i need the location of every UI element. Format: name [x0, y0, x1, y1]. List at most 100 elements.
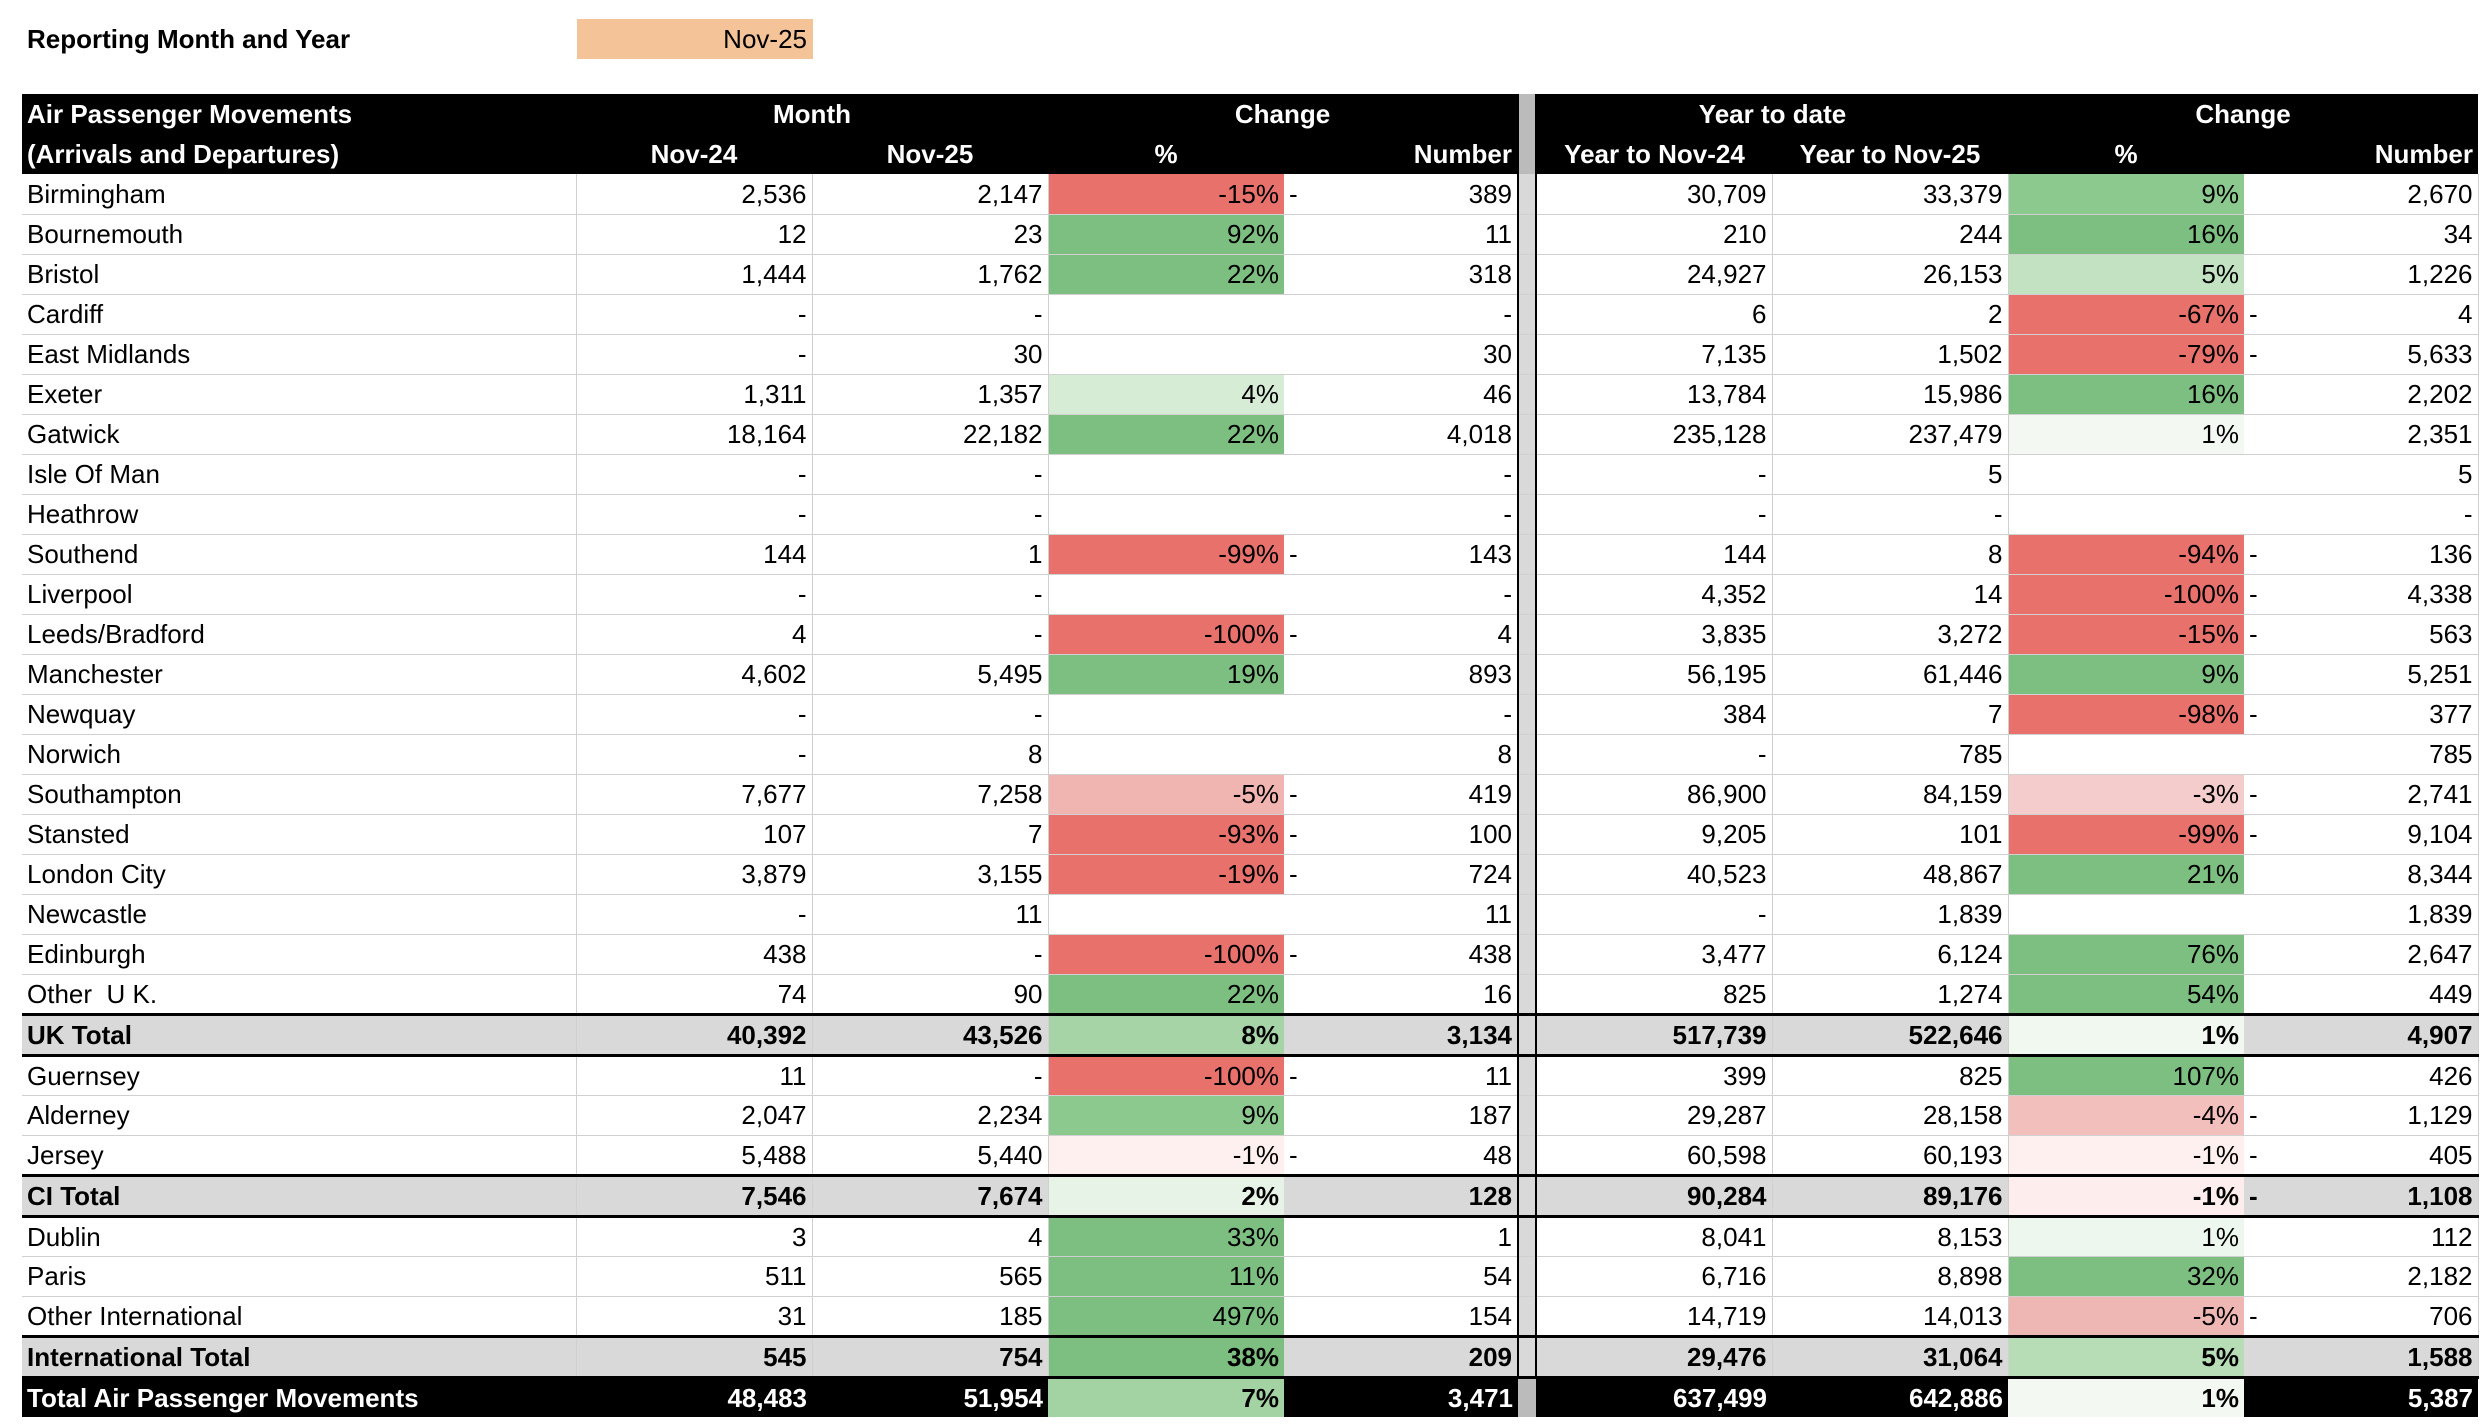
- negative-value: - 405: [2249, 1136, 2473, 1174]
- cell: -: [812, 454, 1049, 495]
- gap: [1517, 254, 1537, 295]
- column-header: Number: [2244, 134, 2478, 174]
- sign: -: [2249, 299, 2258, 329]
- amount: 4: [1497, 619, 1512, 649]
- cell: -98%: [2008, 694, 2244, 735]
- cell: 2,147: [812, 174, 1049, 215]
- data-row: Southend 144 1 -99% -143 144 8 -94% -136: [22, 534, 2479, 575]
- cell: 1: [1284, 1216, 1519, 1257]
- cell: - 1,129: [2244, 1095, 2479, 1136]
- cell: 11: [576, 1055, 813, 1096]
- cell: 29,287: [1536, 1095, 1773, 1136]
- cell: 7,677: [576, 774, 813, 815]
- cell: 522,646: [1772, 1012, 2009, 1057]
- cell: 497%: [1048, 1296, 1284, 1337]
- sign: -: [2249, 1139, 2258, 1170]
- data-row: Other International 31 185 497% 154 14,719 14,…: [22, 1296, 2479, 1337]
- cell: 4,602: [576, 654, 813, 695]
- cell: -3%: [2008, 774, 2244, 815]
- cell: 101: [1772, 814, 2009, 855]
- cell: - 143: [1284, 534, 1519, 575]
- row-label: Dublin: [22, 1216, 577, 1257]
- cell: -: [812, 494, 1049, 535]
- cell: 8,898: [1772, 1256, 2009, 1297]
- cell: -99%: [2008, 814, 2244, 855]
- cell: 31: [576, 1296, 813, 1337]
- reporting-label: Reporting Month and Year: [27, 24, 351, 54]
- cell: 60,193: [1772, 1135, 2009, 1176]
- negative-value: - 11: [1289, 1057, 1512, 1095]
- data-row: Bournemouth 12 23 92% 11 210 244 16% 34: [22, 214, 2479, 255]
- cell: 244: [1772, 214, 2009, 255]
- cell: 5%: [2008, 254, 2244, 295]
- cell: 565: [812, 1256, 1049, 1297]
- sign: -: [1289, 859, 1298, 889]
- cell: -: [1772, 494, 2009, 535]
- cell: 3,477: [1536, 934, 1773, 975]
- cell: 1,839: [2244, 894, 2479, 935]
- cell: 56,195: [1536, 654, 1773, 695]
- cell: -: [812, 1055, 1049, 1096]
- row-label: Paris: [22, 1256, 577, 1297]
- row-label: Southampton: [22, 774, 577, 815]
- cell: 2,536: [576, 174, 813, 215]
- column-header: Year to Nov-25: [1772, 134, 2008, 174]
- row-label: Guernsey: [22, 1055, 577, 1096]
- cell: 1,588: [2244, 1334, 2479, 1379]
- cell: 4,352: [1536, 574, 1773, 615]
- data-row: International Total 545 754 38% 209 29,476 31,…: [22, 1334, 2479, 1379]
- gap: [1517, 574, 1537, 615]
- cell: - 563: [2244, 614, 2479, 655]
- data-row: Bristol 1,444 1,762 22% 318 24,927 26,153 5% 1,2…: [22, 254, 2479, 295]
- cell: 5,387: [2244, 1377, 2478, 1417]
- negative-value: - 48: [1289, 1136, 1512, 1174]
- cell: 1%: [2008, 1012, 2244, 1057]
- cell: -: [576, 454, 813, 495]
- cell: 8,041: [1536, 1216, 1773, 1257]
- cell: [1048, 574, 1284, 615]
- data-row: Alderney 2,047 2,234 9% 187 29,287 28,158 -4% - 1…: [22, 1095, 2479, 1136]
- cell: - 724: [1284, 854, 1519, 895]
- cell: 7,546: [576, 1173, 813, 1218]
- cell: -100%: [1048, 934, 1284, 975]
- cell: 14: [1772, 574, 2009, 615]
- cell: 112: [2244, 1216, 2479, 1257]
- cell: 7,135: [1536, 334, 1773, 375]
- cell: 1%: [2008, 1216, 2244, 1257]
- cell: 31,064: [1772, 1334, 2009, 1379]
- cell: [1048, 454, 1284, 495]
- cell: 2,234: [812, 1095, 1049, 1136]
- cell: 3: [576, 1216, 813, 1257]
- column-header: %: [1048, 134, 1284, 174]
- cell: 16: [1284, 974, 1519, 1015]
- cell: 4,018: [1284, 414, 1519, 455]
- cell: -: [1284, 494, 1519, 535]
- cell: 24,927: [1536, 254, 1773, 295]
- cell: 40,392: [576, 1012, 813, 1057]
- group-header: Change: [1048, 94, 1518, 134]
- column-header: Nov-25: [812, 134, 1048, 174]
- cell: -100%: [1048, 614, 1284, 655]
- cell: -: [576, 574, 813, 615]
- data-row: Other U K. 74 90 22% 16 825 1,274 54% 449: [22, 974, 2479, 1015]
- cell: -: [576, 494, 813, 535]
- cell: 8: [1772, 534, 2009, 575]
- negative-value: - 438: [1289, 935, 1512, 973]
- cell: - 100: [1284, 814, 1519, 855]
- gap: [1517, 414, 1537, 455]
- cell: -: [1536, 494, 1773, 535]
- cell: 3,835: [1536, 614, 1773, 655]
- data-row: Newcastle -11 11-1,839 1,839: [22, 894, 2479, 935]
- cell: -: [576, 334, 813, 375]
- cell: 210: [1536, 214, 1773, 255]
- sign: -: [2249, 619, 2258, 649]
- cell: 2,351: [2244, 414, 2479, 455]
- cell: [2008, 734, 2244, 775]
- cell: 51,954: [812, 1377, 1048, 1417]
- cell: 13,784: [1536, 374, 1773, 415]
- cell: 8%: [1048, 1012, 1284, 1057]
- cell: 154: [1284, 1296, 1519, 1337]
- amount: 100: [1468, 819, 1512, 849]
- cell: 14,719: [1536, 1296, 1773, 1337]
- cell: 8: [812, 734, 1049, 775]
